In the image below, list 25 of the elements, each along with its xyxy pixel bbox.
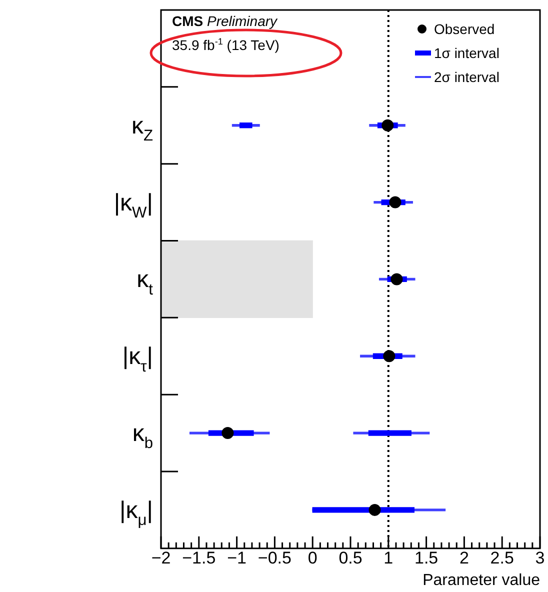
x-tick-label: −0.5 (258, 548, 292, 568)
point (390, 273, 403, 286)
bar (240, 122, 252, 128)
point (368, 504, 381, 516)
point (389, 196, 402, 208)
x-tick-label: 1 (384, 548, 394, 568)
point (222, 427, 234, 440)
x-tick-label: −2 (151, 548, 171, 568)
x-tick-label: 0 (308, 548, 318, 568)
x-axis-title: Parameter value (422, 572, 540, 589)
x-tick-label: 2 (459, 548, 469, 568)
x-tick-label: 2.5 (490, 548, 514, 568)
x-tick-label: 0.5 (338, 548, 362, 568)
x-tick-label: −1 (227, 548, 246, 568)
bar (161, 240, 313, 318)
x-tick-label: 1.5 (414, 548, 438, 568)
legend-label: Observed (434, 21, 495, 37)
legend-label: 1σ interval (434, 45, 500, 61)
bar (368, 430, 412, 436)
chart-title: CMS Preliminary (172, 13, 278, 29)
x-tick-label: 3 (535, 548, 545, 568)
point (383, 350, 396, 362)
legend-label: 2σ interval (434, 69, 500, 85)
point (382, 119, 394, 132)
x-tick-label: −1.5 (182, 548, 216, 568)
